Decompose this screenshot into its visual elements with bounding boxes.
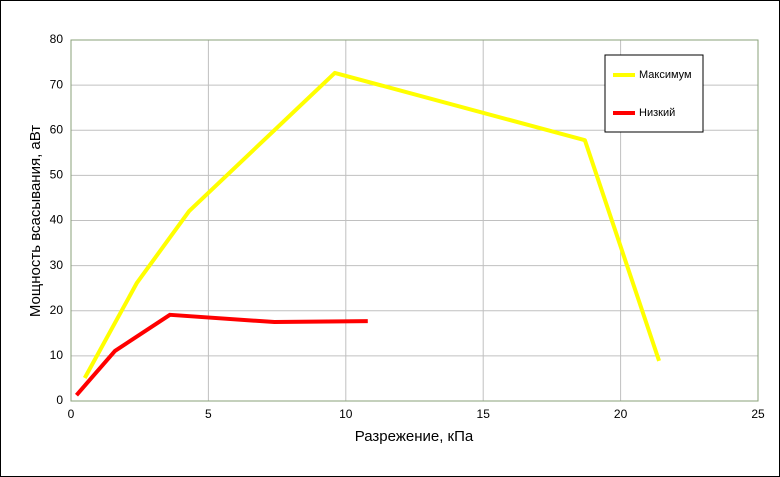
y-tick-label: 80 (50, 32, 64, 46)
x-tick-label: 15 (477, 407, 491, 421)
y-tick-label: 60 (50, 122, 64, 136)
legend-box (604, 54, 704, 133)
y-tick-label: 50 (50, 168, 64, 182)
legend-label: Низкий (639, 107, 675, 119)
x-tick-label: 5 (205, 407, 212, 421)
x-tick-label: 0 (68, 407, 75, 421)
y-tick-label: 40 (50, 213, 64, 227)
y-tick-label: 10 (50, 348, 64, 362)
y-tick-label: 70 (50, 77, 64, 91)
x-axis-label: Разрежение, кПа (355, 428, 474, 445)
y-axis-label: Мощность всасывания, аВт (27, 125, 44, 317)
x-tick-label: 25 (751, 407, 765, 421)
y-tick-label: 0 (56, 393, 63, 407)
x-tick-label: 20 (614, 407, 628, 421)
y-tick-label: 30 (50, 258, 64, 272)
x-tick-label: 10 (339, 407, 353, 421)
series-line (74, 312, 368, 397)
plot-frame (70, 39, 759, 402)
y-tick-label: 20 (50, 303, 64, 317)
series-line (82, 70, 661, 379)
legend-label: Максимум (639, 69, 692, 81)
